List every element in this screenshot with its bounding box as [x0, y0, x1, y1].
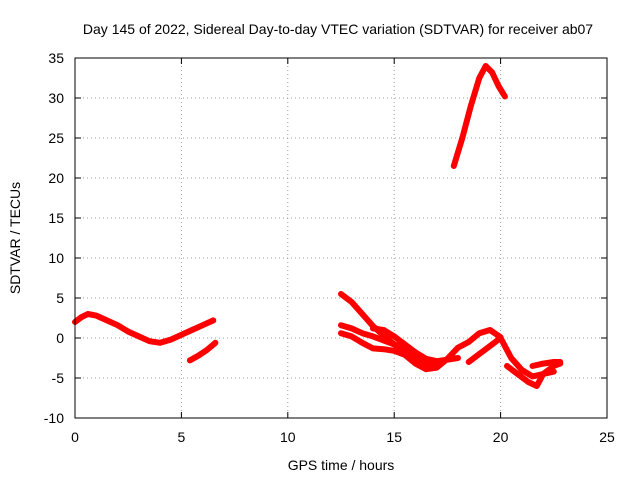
y-tick-label: 25 [48, 130, 64, 146]
series-line-track-b [186, 339, 219, 364]
y-tick-label: 10 [48, 250, 64, 266]
series-line-track-g [450, 63, 508, 169]
data-series [72, 63, 564, 389]
y-tick-label: 5 [56, 290, 64, 306]
y-axis-label: SDTVAR / TECUs [7, 182, 23, 294]
series-line-track-i [504, 360, 564, 389]
y-tick-label: -5 [52, 370, 65, 386]
series-line-track-d [338, 322, 419, 356]
series-line-track-f [369, 325, 461, 365]
x-tick-label: 20 [493, 429, 509, 445]
y-tick-label: 15 [48, 210, 64, 226]
y-tick-label: -10 [44, 410, 64, 426]
x-tick-label: 25 [599, 429, 615, 445]
series-line-track-j [529, 359, 564, 369]
series-line-track-e [338, 327, 504, 373]
y-tick-label: 0 [56, 330, 64, 346]
x-tick-label: 15 [386, 429, 402, 445]
series-line-track-a [72, 311, 217, 346]
grid-lines [75, 58, 607, 418]
chart-title: Day 145 of 2022, Sidereal Day-to-day VTE… [83, 21, 593, 37]
y-tick-label: 30 [48, 90, 64, 106]
x-tick-label: 5 [178, 429, 186, 445]
x-axis-label: GPS time / hours [288, 457, 395, 473]
x-tick-label: 10 [280, 429, 296, 445]
y-tick-label: 35 [48, 50, 64, 66]
x-tick-label: 0 [71, 429, 79, 445]
y-tick-label: 20 [48, 170, 64, 186]
plot-frame [74, 57, 608, 419]
